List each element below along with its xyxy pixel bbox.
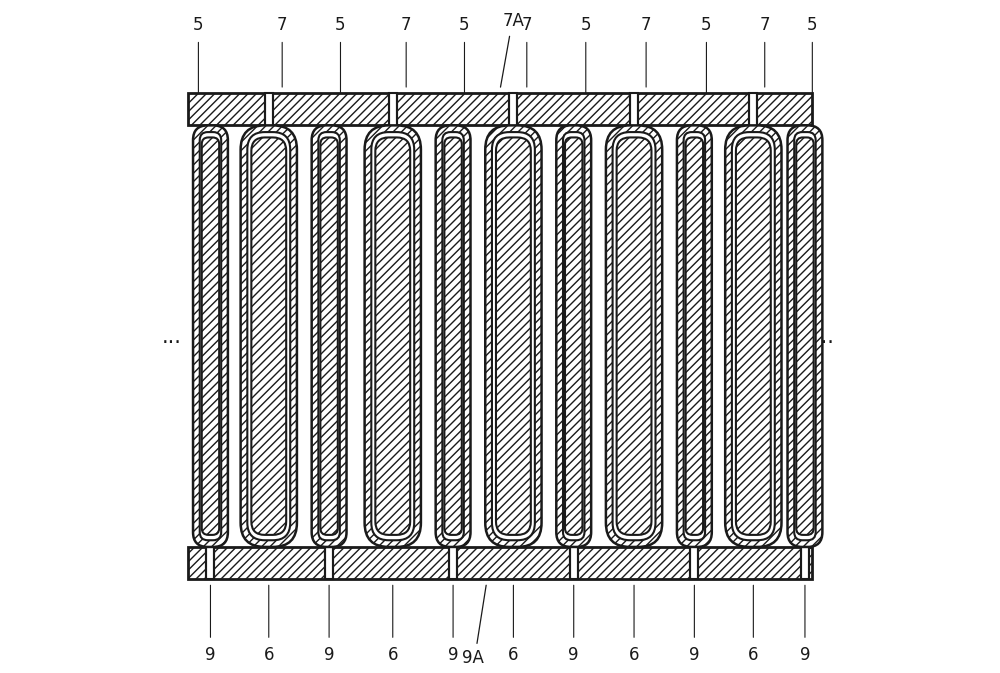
Text: 7A: 7A: [502, 13, 524, 30]
Text: 9: 9: [324, 646, 334, 664]
FancyBboxPatch shape: [188, 547, 812, 579]
FancyBboxPatch shape: [485, 125, 542, 547]
FancyBboxPatch shape: [375, 137, 410, 535]
FancyBboxPatch shape: [241, 125, 297, 547]
FancyBboxPatch shape: [312, 125, 347, 547]
Text: 5: 5: [701, 16, 712, 34]
FancyBboxPatch shape: [732, 132, 775, 540]
Text: 9A: 9A: [462, 649, 484, 667]
Text: 5: 5: [459, 16, 470, 34]
FancyBboxPatch shape: [617, 137, 651, 535]
Text: 6: 6: [388, 646, 398, 664]
FancyBboxPatch shape: [371, 132, 414, 540]
FancyBboxPatch shape: [556, 125, 591, 547]
Text: 5: 5: [335, 16, 346, 34]
FancyBboxPatch shape: [449, 546, 457, 579]
FancyBboxPatch shape: [736, 137, 771, 535]
FancyBboxPatch shape: [684, 132, 705, 540]
FancyBboxPatch shape: [442, 132, 464, 540]
FancyBboxPatch shape: [202, 137, 219, 535]
FancyBboxPatch shape: [200, 132, 221, 540]
FancyBboxPatch shape: [630, 93, 638, 126]
Text: 7: 7: [277, 16, 287, 34]
FancyBboxPatch shape: [725, 125, 781, 547]
Text: ...: ...: [815, 326, 835, 347]
Text: ...: ...: [162, 326, 182, 347]
Text: 5: 5: [581, 16, 591, 34]
FancyBboxPatch shape: [794, 132, 816, 540]
FancyBboxPatch shape: [496, 137, 531, 535]
Text: 6: 6: [264, 646, 274, 664]
FancyBboxPatch shape: [436, 125, 471, 547]
FancyBboxPatch shape: [796, 137, 814, 535]
FancyBboxPatch shape: [188, 93, 812, 125]
FancyBboxPatch shape: [613, 132, 655, 540]
Text: 5: 5: [807, 16, 818, 34]
FancyBboxPatch shape: [444, 137, 462, 535]
FancyBboxPatch shape: [193, 125, 228, 547]
FancyBboxPatch shape: [206, 546, 214, 579]
Text: 6: 6: [629, 646, 639, 664]
FancyBboxPatch shape: [801, 546, 809, 579]
FancyBboxPatch shape: [325, 546, 333, 579]
FancyBboxPatch shape: [570, 546, 578, 579]
Text: 9: 9: [568, 646, 579, 664]
FancyBboxPatch shape: [318, 132, 340, 540]
Text: 7: 7: [759, 16, 770, 34]
FancyBboxPatch shape: [247, 132, 290, 540]
FancyBboxPatch shape: [365, 125, 421, 547]
FancyBboxPatch shape: [265, 93, 273, 126]
FancyBboxPatch shape: [606, 125, 662, 547]
Text: 7: 7: [522, 16, 532, 34]
FancyBboxPatch shape: [389, 93, 397, 126]
FancyBboxPatch shape: [690, 546, 698, 579]
FancyBboxPatch shape: [509, 93, 517, 126]
FancyBboxPatch shape: [749, 93, 757, 126]
FancyBboxPatch shape: [563, 132, 584, 540]
Text: 9: 9: [205, 646, 216, 664]
FancyBboxPatch shape: [492, 132, 535, 540]
FancyBboxPatch shape: [320, 137, 338, 535]
Text: 9: 9: [689, 646, 700, 664]
FancyBboxPatch shape: [565, 137, 582, 535]
Text: 6: 6: [508, 646, 519, 664]
FancyBboxPatch shape: [677, 125, 712, 547]
Text: 5: 5: [193, 16, 204, 34]
Text: 7: 7: [401, 16, 411, 34]
FancyBboxPatch shape: [788, 125, 822, 547]
FancyBboxPatch shape: [686, 137, 703, 535]
Text: 9: 9: [800, 646, 810, 664]
Text: 6: 6: [748, 646, 759, 664]
FancyBboxPatch shape: [251, 137, 286, 535]
Text: 9: 9: [448, 646, 458, 664]
Text: 7: 7: [641, 16, 651, 34]
